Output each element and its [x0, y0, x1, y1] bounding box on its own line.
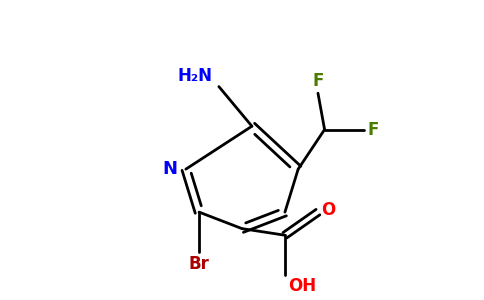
Text: H₂N: H₂N: [177, 67, 212, 85]
Text: N: N: [163, 160, 178, 178]
Text: O: O: [321, 202, 335, 220]
Text: F: F: [312, 72, 324, 90]
Text: F: F: [367, 121, 379, 139]
Text: Br: Br: [189, 255, 210, 273]
Text: OH: OH: [288, 277, 317, 295]
